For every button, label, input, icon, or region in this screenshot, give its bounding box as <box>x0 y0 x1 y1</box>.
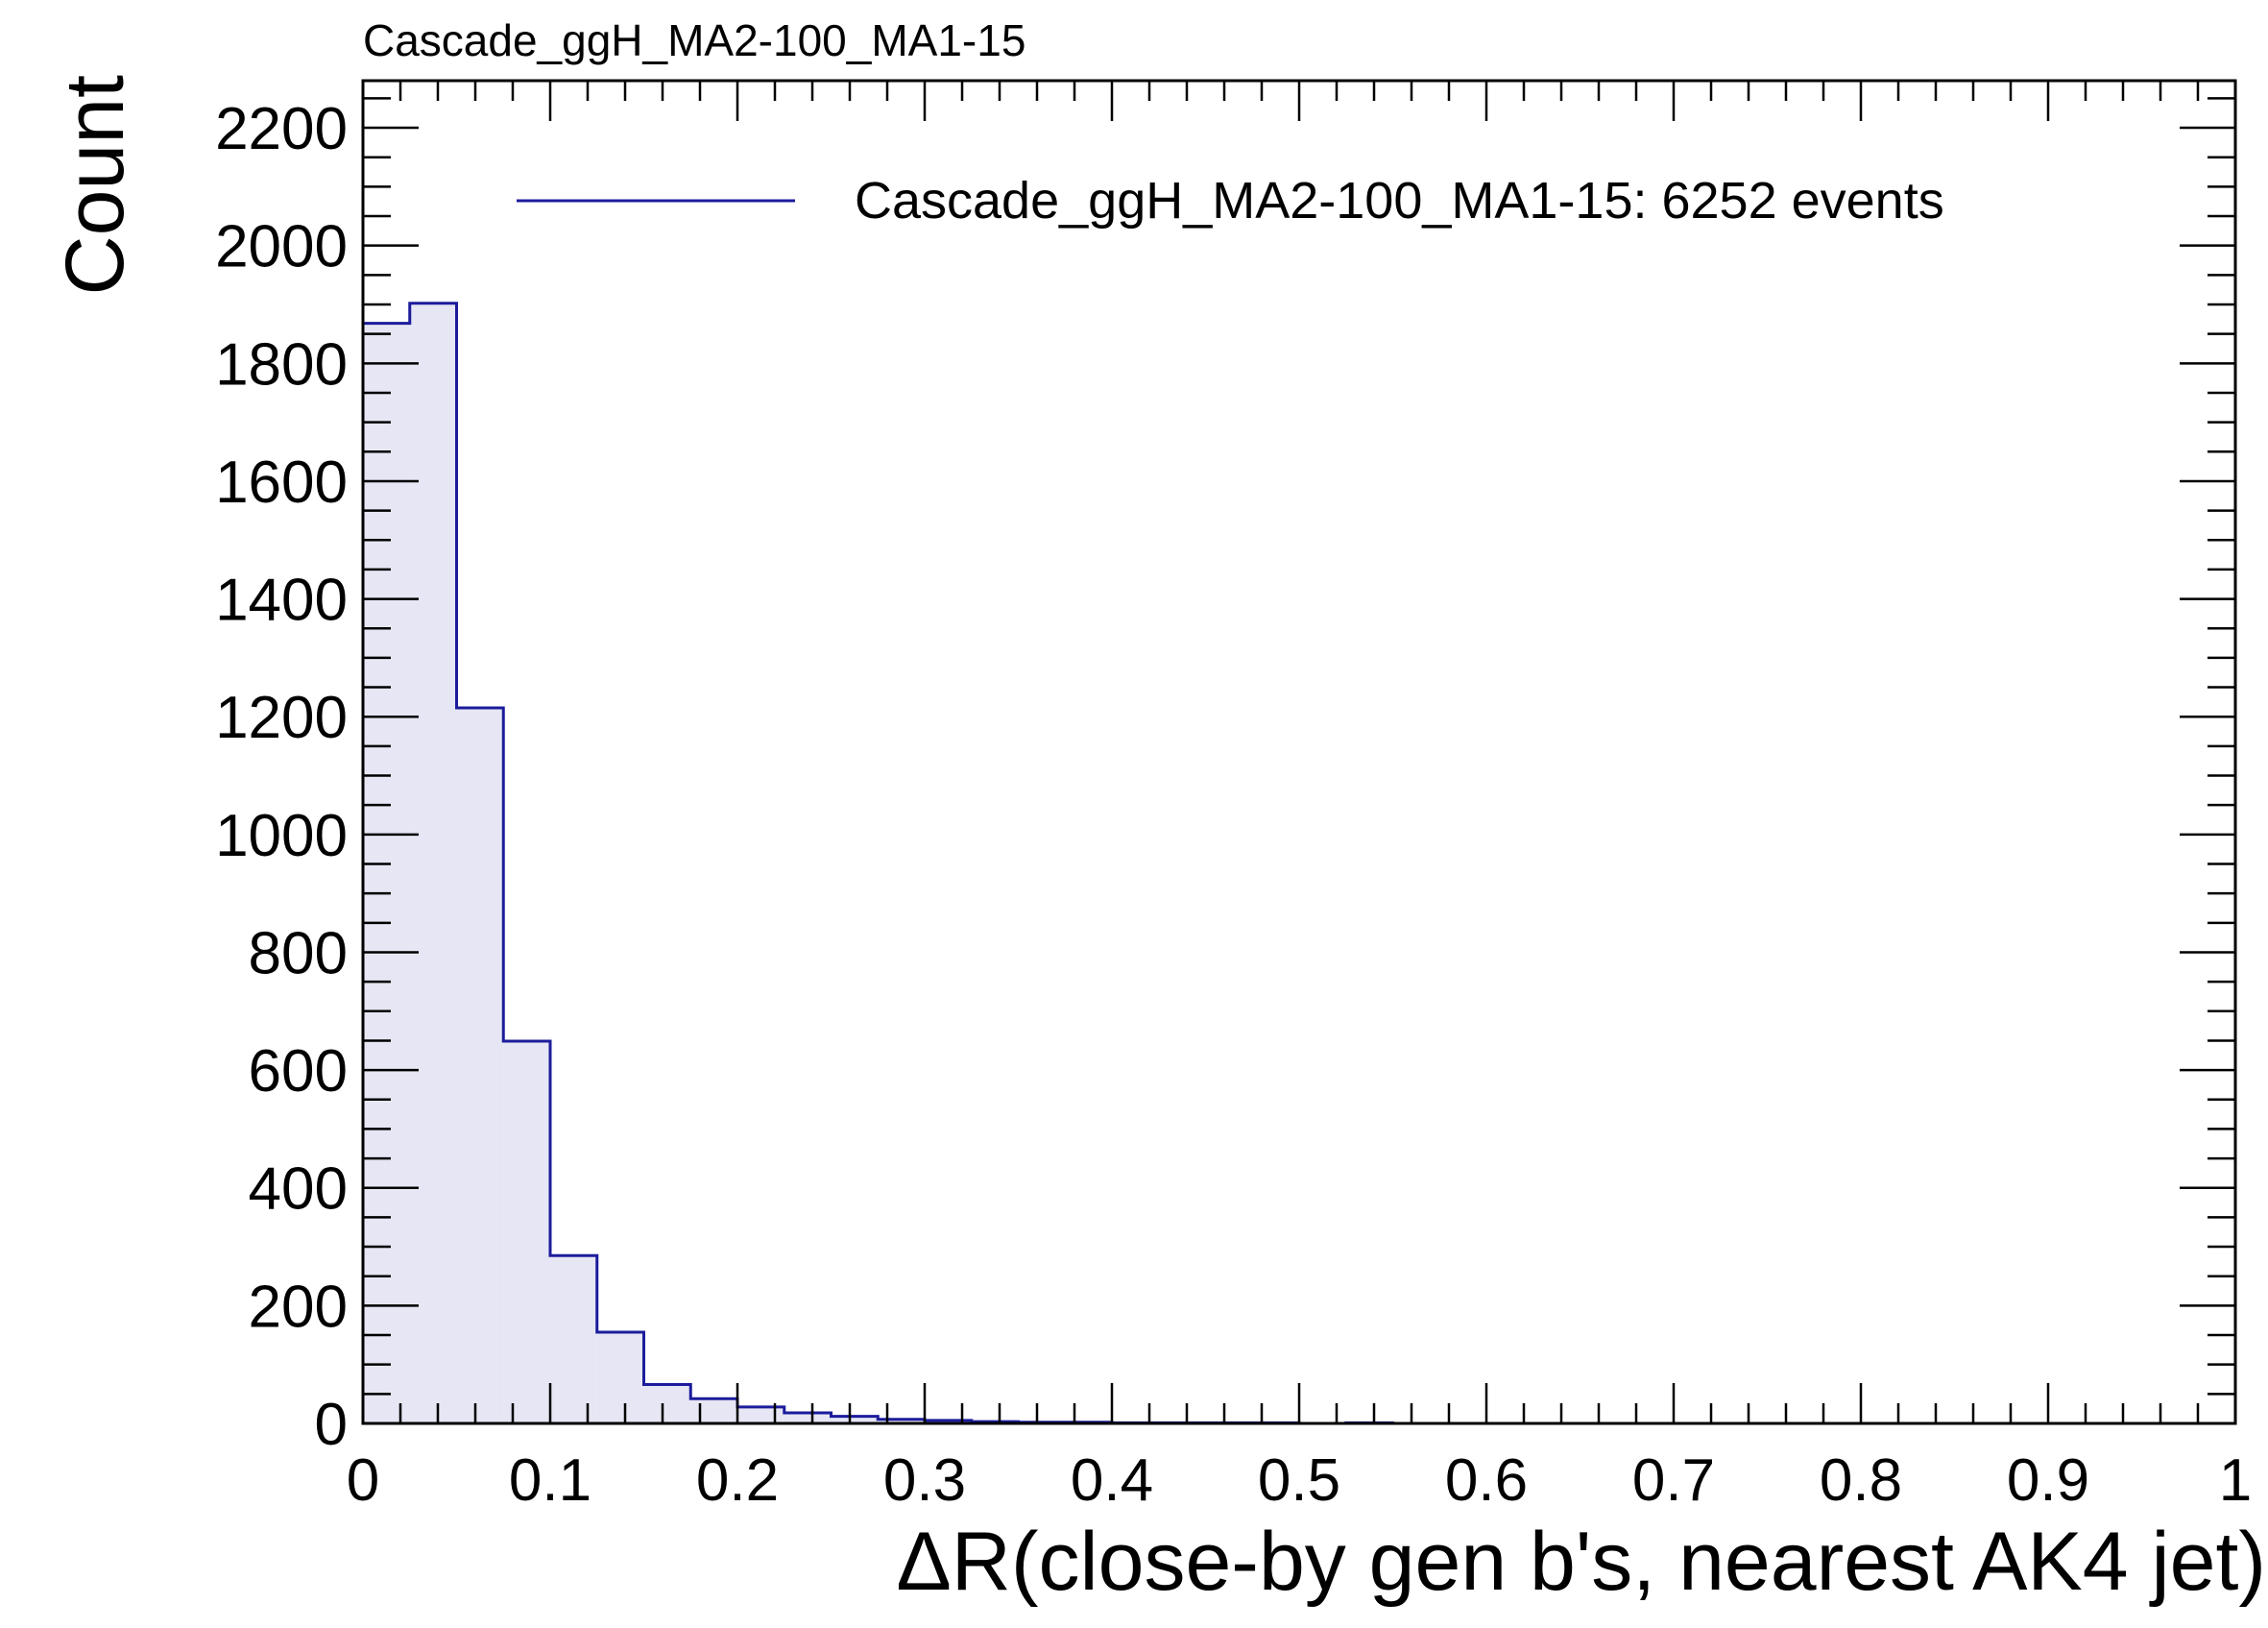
histogram-bin <box>643 1384 691 1423</box>
y-tick-label: 1200 <box>215 685 348 751</box>
x-axis-label: ΔR(close-by gen b's, nearest AK4 jet) <box>896 1516 2266 1608</box>
y-tick-label: 1000 <box>215 803 348 869</box>
histogram-outline <box>363 302 2235 1425</box>
histogram-bin <box>925 1420 972 1423</box>
histogram-layer <box>363 302 2235 1425</box>
y-tick-label: 400 <box>249 1156 348 1223</box>
histogram-bin <box>596 1331 644 1423</box>
histogram-bin <box>550 1255 597 1423</box>
x-tick-label: 0.8 <box>1820 1447 1902 1514</box>
y-tick-label: 200 <box>249 1274 348 1340</box>
histogram-bin <box>503 1041 550 1423</box>
x-tick-label: 0.4 <box>1071 1447 1153 1514</box>
x-tick-label: 0.9 <box>2007 1447 2089 1514</box>
histogram-bin <box>690 1398 737 1423</box>
histogram-bin <box>784 1412 832 1423</box>
y-tick-label: 0 <box>315 1392 348 1458</box>
y-tick-label: 1400 <box>215 568 348 634</box>
x-tick-label: 0.7 <box>1632 1447 1715 1514</box>
chart-title: Cascade_ggH_MA2-100_MA1-15 <box>363 15 1025 65</box>
x-tick-label: 0.2 <box>696 1447 779 1514</box>
x-tick-label: 0 <box>347 1447 379 1514</box>
histogram-bin <box>737 1406 784 1423</box>
histogram-bin <box>878 1419 925 1423</box>
x-tick-label: 0.1 <box>509 1447 591 1514</box>
x-tick-label: 0.5 <box>1258 1447 1340 1514</box>
y-tick-label: 1800 <box>215 331 348 398</box>
histogram-bin <box>363 323 410 1423</box>
y-tick-label: 2200 <box>215 96 348 162</box>
legend: Cascade_ggH_MA2-100_MA1-15: 6252 events <box>517 172 1944 230</box>
ticks-layer <box>361 81 2237 1425</box>
y-tick-label: 2000 <box>215 214 348 280</box>
y-tick-label: 1600 <box>215 450 348 516</box>
y-tick-label: 600 <box>249 1038 348 1105</box>
plot-frame <box>361 79 2237 1425</box>
legend-entry-label: Cascade_ggH_MA2-100_MA1-15: 6252 events <box>855 172 1944 230</box>
y-tick-label: 800 <box>249 920 348 986</box>
x-tick-label: 1 <box>2219 1447 2252 1514</box>
histogram-bin <box>409 303 457 1423</box>
x-tick-label: 0.6 <box>1445 1447 1528 1514</box>
histogram-bin <box>831 1416 879 1423</box>
histogram-bin <box>456 708 504 1423</box>
tick-labels-layer: 0 0.1 0.2 0.3 0.4 0.5 0.6 0.7 0.8 0.9 1 0 200 400 600 8… <box>215 96 2252 1514</box>
x-tick-label: 0.3 <box>883 1447 966 1514</box>
y-axis-label: Count <box>49 75 141 296</box>
